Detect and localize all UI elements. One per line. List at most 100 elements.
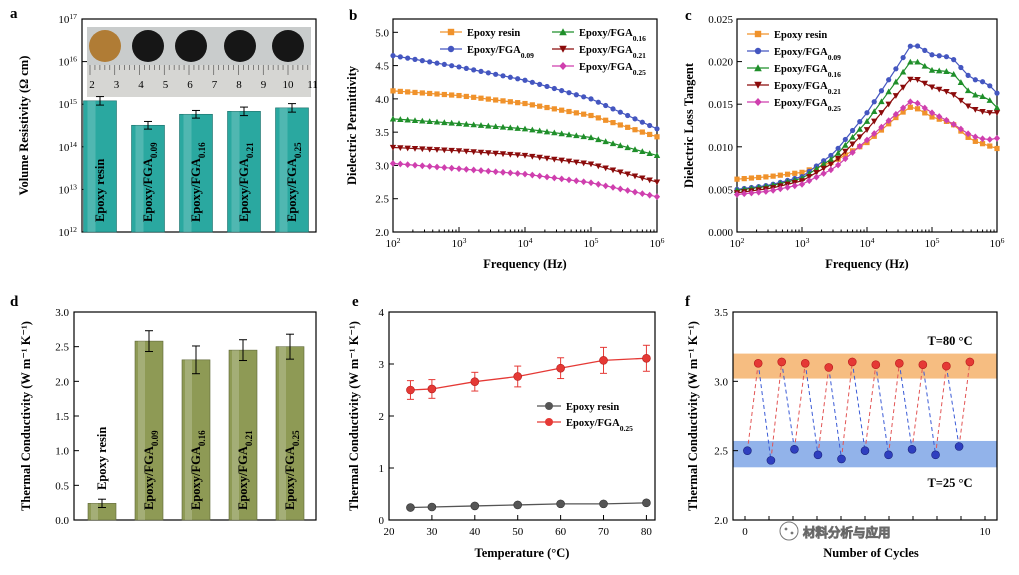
y-tick-label: 2.5 — [55, 342, 69, 354]
y-tick-label: 1016 — [58, 54, 77, 69]
data-point — [827, 161, 835, 168]
data-point — [943, 68, 950, 74]
low-temp-point — [860, 446, 870, 455]
data-point — [653, 193, 661, 201]
data-point — [965, 72, 971, 78]
data-point — [610, 120, 616, 126]
data-point — [397, 116, 404, 122]
legend-label: Epoxy/FGA0.25 — [579, 62, 646, 77]
legend-label-sub: 0.21 — [633, 51, 646, 60]
bar-label-sub: 0.21 — [245, 142, 255, 158]
data-point — [587, 179, 595, 187]
data-point — [914, 99, 921, 107]
bar-label-sub: 0.09 — [149, 142, 159, 158]
data-point — [806, 177, 813, 185]
data-point — [733, 191, 741, 198]
data-point — [892, 93, 900, 99]
data-point — [514, 170, 521, 177]
heating-link — [840, 361, 853, 460]
data-point — [625, 124, 631, 130]
data-point — [595, 163, 602, 170]
data-point — [536, 154, 543, 161]
data-point — [507, 124, 514, 131]
data-point — [799, 169, 805, 175]
data-point — [639, 148, 646, 155]
data-point — [979, 135, 986, 143]
legend-label-sub: 0.21 — [828, 87, 841, 96]
bar-highlight — [185, 359, 192, 520]
legend-marker — [545, 418, 553, 426]
data-point — [529, 171, 536, 179]
data-point — [654, 134, 660, 140]
x-tick-label: 102 — [730, 236, 745, 251]
bar-highlight — [135, 125, 144, 232]
bar-label: Epoxy/FGA0.25 — [285, 142, 303, 222]
x-tick-label-exp: 2 — [741, 236, 745, 245]
legend-label-main: Epoxy/FGA — [579, 45, 633, 56]
x-tick-label: 80 — [641, 526, 653, 538]
legend-label-main: Epoxy/FGA — [774, 98, 828, 109]
data-point — [624, 171, 631, 178]
data-point — [653, 152, 661, 159]
data-point — [587, 161, 595, 168]
data-point — [791, 182, 798, 190]
ruler-number: 8 — [236, 79, 242, 91]
ruler — [87, 65, 311, 97]
x-tick-label-exp: 5 — [936, 236, 940, 245]
data-point — [485, 150, 492, 157]
data-point — [965, 134, 971, 140]
data-point — [921, 104, 928, 112]
data-point — [972, 77, 978, 83]
y-tick-label-base: 10 — [58, 99, 70, 111]
data-point — [587, 134, 595, 141]
bar-label-sub: 0.09 — [150, 430, 160, 446]
legend-label: Epoxy/FGA0.16 — [579, 28, 646, 43]
bar-highlight — [279, 107, 288, 232]
data-point — [907, 43, 913, 49]
high-temp-point — [800, 359, 810, 368]
panel-b: 102 103 104 105 1062.02.53.03.54.04.55.0Freq… — [345, 8, 665, 271]
data-point — [849, 141, 856, 148]
x-tick-label: 103 — [795, 236, 810, 251]
data-point — [499, 123, 507, 130]
data-point — [899, 84, 907, 91]
data-point — [922, 110, 928, 116]
data-point — [515, 100, 521, 106]
data-point — [556, 363, 565, 373]
data-point — [609, 167, 617, 174]
data-point — [792, 170, 798, 176]
panel-label: f — [685, 294, 691, 310]
data-point — [986, 110, 993, 116]
low-temp-point — [837, 454, 846, 464]
data-point — [907, 76, 914, 83]
data-point — [878, 110, 885, 116]
data-point — [834, 149, 842, 156]
bar-highlight — [87, 100, 96, 233]
data-point — [936, 67, 943, 74]
data-point — [798, 180, 806, 188]
data-point — [463, 165, 470, 173]
data-point — [617, 169, 624, 176]
low-band-label: T=25 °C — [927, 476, 972, 490]
bar-label: Epoxy/FGA0.09 — [141, 142, 159, 222]
data-point — [599, 356, 608, 365]
data-point — [892, 78, 900, 85]
data-point — [551, 106, 557, 112]
y-tick-label: 0.025 — [708, 14, 733, 26]
bar-label: Epoxy/FGA0.21 — [237, 142, 255, 222]
data-point — [507, 99, 513, 105]
bar — [228, 349, 258, 521]
panel-label: a — [10, 6, 18, 22]
legend-marker — [754, 64, 762, 72]
data-point — [427, 384, 437, 394]
data-point — [610, 106, 616, 112]
low-temp-point — [931, 450, 940, 460]
x-tick-label: 50 — [512, 526, 524, 538]
ruler-number: 2 — [89, 79, 95, 91]
bar-label-sub: 0.25 — [293, 142, 303, 158]
bar-label-main: Epoxy/FGA — [189, 446, 203, 510]
data-point — [573, 132, 580, 139]
data-point — [828, 152, 834, 159]
data-point — [522, 77, 528, 83]
data-point — [419, 162, 426, 170]
